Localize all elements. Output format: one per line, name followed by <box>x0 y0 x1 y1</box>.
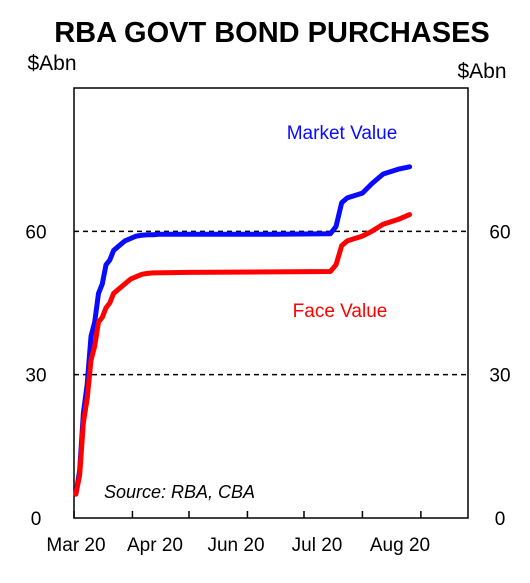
y-tick-label-left: 60 <box>25 222 46 243</box>
x-axis-labels: Mar 20 Apr 20 Jun 20 Jul 20 Aug 20 <box>46 535 430 556</box>
x-tick-label: Aug 20 <box>370 535 430 556</box>
series-lines <box>73 164 413 497</box>
x-tick-label: Mar 20 <box>46 535 105 556</box>
y-axis-labels: 0 0 30 30 60 60 <box>25 222 510 530</box>
gridlines <box>74 230 468 376</box>
y-tick-label-right: 60 <box>489 222 510 243</box>
chart-title: RBA GOVT BOND PURCHASES <box>54 17 490 49</box>
left-unit-label: $Abn <box>27 52 76 75</box>
right-unit-label: $Abn <box>457 60 506 83</box>
y-tick-label-right: 0 <box>495 509 506 530</box>
y-tick-label-right: 30 <box>489 366 510 387</box>
y-tick-label-left: 0 <box>31 509 42 530</box>
plot-area-frame <box>73 87 469 519</box>
source-note: Source: RBA, CBA <box>104 482 255 502</box>
x-tick-label: Jun 20 <box>207 535 264 556</box>
series-line-market-value <box>73 164 413 497</box>
series-line-face-value <box>73 212 413 497</box>
x-axis-ticks <box>73 511 422 518</box>
x-tick-label: Apr 20 <box>127 535 183 556</box>
y-tick-label-left: 30 <box>25 366 46 387</box>
x-tick-label: Jul 20 <box>292 535 343 556</box>
legend-face-value: Face Value <box>293 301 388 322</box>
legend-market-value: Market Value <box>287 123 398 144</box>
